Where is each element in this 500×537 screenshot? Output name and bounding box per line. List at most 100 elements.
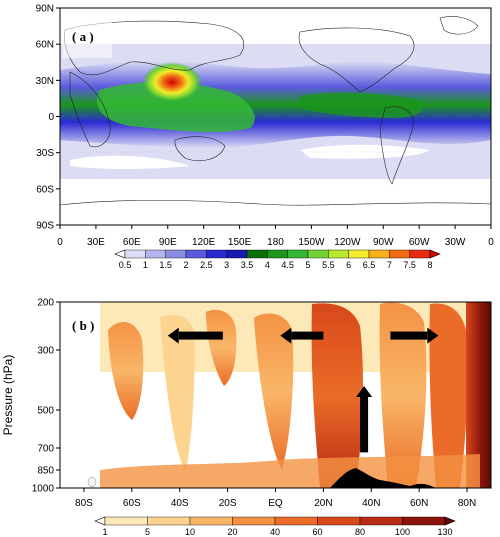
colorbar-a-tick-label: 2 xyxy=(183,260,188,270)
panel-a-x-tick-label: 120W xyxy=(334,237,361,248)
colorbar-a-tick-label: 8 xyxy=(427,260,432,270)
colorbar-b-tick-label: 80 xyxy=(355,527,365,537)
colorbar-a-tick-label: 6 xyxy=(346,260,351,270)
panel-b-y-tick-label: 500 xyxy=(37,406,54,417)
field-column-55n xyxy=(379,302,427,488)
panel-a-x-tick-label: 60E xyxy=(123,237,141,248)
colorbar-a-swatch xyxy=(307,249,329,259)
panel-a-x-tick-label: 120E xyxy=(192,237,216,248)
colorbar-a-swatch xyxy=(348,249,370,259)
colorbar-a: 0.5 1 1.5 2 2.5 3 3.5 4 4.5 5 5.5 6 6.5 7 7.5 8 xyxy=(114,249,441,270)
colorbar-b-swatch xyxy=(104,516,148,526)
colorbar-b-swatch xyxy=(317,516,361,526)
panel-b-label: ( b ) xyxy=(72,318,94,333)
colorbar-b-swatch xyxy=(189,516,233,526)
colorbar-a-swatch xyxy=(145,249,166,259)
wind-arrow-shaft xyxy=(291,331,324,340)
panel-a-y-tick-label: 60S xyxy=(36,184,54,195)
panel-b-y-tick-label: 1000 xyxy=(32,484,55,495)
colorbar-a-swatch xyxy=(185,249,207,259)
colorbar-b-tick-label: 5 xyxy=(145,527,150,537)
panel-a-field xyxy=(60,8,491,225)
panel-b-y-tick-label: 200 xyxy=(37,298,54,309)
panel-a-y-tick-label: 60N xyxy=(36,40,54,51)
colorbar-a-tick-label: 6.5 xyxy=(363,260,376,270)
wind-arrow-head xyxy=(280,327,292,344)
colorbar-b-swatch xyxy=(232,516,276,526)
panel-a-y-tick-label: 30S xyxy=(36,148,54,159)
colorbar-b-swatch xyxy=(402,516,446,526)
panel-a-x-tick-label: 30W xyxy=(445,237,466,248)
panel-a-x-tick-label: 0 xyxy=(488,237,494,248)
panel-b-x-tick-label: EQ xyxy=(268,498,283,509)
colorbar-b-swatch xyxy=(359,516,403,526)
colorbar-a-tick-label: 0.5 xyxy=(119,260,132,270)
colorbar-a-tick-label: 3 xyxy=(224,260,229,270)
field-south-white-2 xyxy=(70,155,190,169)
coastlines xyxy=(60,16,491,206)
colorbar-a-swatch xyxy=(287,249,309,259)
colorbar-b-swatch xyxy=(147,516,191,526)
colorbar-a-swatch xyxy=(409,249,431,259)
panel-a-x-tick-label: 150W xyxy=(298,237,325,248)
colorbar-b-tick-label: 20 xyxy=(227,527,237,537)
colorbar-a-tick-label: 4.5 xyxy=(281,260,294,270)
panel-a-y-ticks: 90N 60N 30N 0 30S 60S 90S xyxy=(36,4,60,232)
field-green-east xyxy=(300,92,424,118)
panel-a-x-tick-label: 90E xyxy=(159,237,177,248)
topography-south xyxy=(87,476,97,488)
field-surface-layer xyxy=(100,454,480,488)
wind-arrow-head xyxy=(356,386,373,397)
colorbar-a-tick-label: 4 xyxy=(265,260,270,270)
panel-b-y-tick-label: 300 xyxy=(37,346,54,357)
panel-a-x-ticks: 0 30E 60E 90E 120E 150E 180 150W 120W 90W 60W 30W 0 xyxy=(57,225,494,248)
panel-a-x-tick-label: 0 xyxy=(57,237,63,248)
panel-a-x-tick-label: 90W xyxy=(373,237,394,248)
colorbar-a-tick-label: 1 xyxy=(143,260,148,270)
colorbar-a-swatch xyxy=(206,249,227,259)
colorbar-a-tick-label: 7 xyxy=(387,260,392,270)
panel-b-y-ticks: 200 300 500 700 850 1000 xyxy=(32,298,60,495)
colorbar-a-swatch xyxy=(368,249,390,259)
panel-a-label: ( a ) xyxy=(72,29,94,44)
panel-a-x-tick-label: 180 xyxy=(267,237,284,248)
field-column-20s xyxy=(206,309,237,386)
panel-a-y-tick-label: 30N xyxy=(36,76,54,87)
field-asia-max xyxy=(142,62,202,102)
panel-b-y-tick-label: 850 xyxy=(37,466,54,477)
panel-b-x-tick-label: 20S xyxy=(219,498,237,509)
panel-a-x-tick-label: 150E xyxy=(228,237,252,248)
colorbar-a-tick-label: 7.5 xyxy=(403,260,416,270)
field-column-eq xyxy=(254,313,294,470)
field-column-30n xyxy=(311,303,363,488)
wind-arrow-shaft xyxy=(390,331,428,340)
colorbar-a-swatch xyxy=(165,249,187,259)
panel-b-x-tick-label: 60S xyxy=(123,498,141,509)
panel-a-x-tick-label: 60W xyxy=(409,237,430,248)
wind-arrow-head xyxy=(427,327,439,344)
colorbar-a-tick-label: 5 xyxy=(305,260,310,270)
colorbar-a-swatch xyxy=(226,249,248,259)
colorbar-b-tick-label: 1 xyxy=(102,527,107,537)
colorbar-b-tick-label: 100 xyxy=(395,527,410,537)
field-green-region xyxy=(96,81,255,132)
colorbar-b-high-triangle xyxy=(444,516,456,526)
colorbar-a-swatch xyxy=(267,249,288,259)
colorbar-a-high-triangle xyxy=(429,249,441,259)
panel-a-y-tick-label: 90N xyxy=(36,4,54,15)
colorbar-a-low-triangle xyxy=(114,249,126,259)
colorbar-a-swatch xyxy=(124,249,146,259)
colorbar-a-tick-label: 5.5 xyxy=(322,260,335,270)
colorbar-b-tick-label: 10 xyxy=(185,527,195,537)
topography xyxy=(330,468,436,488)
colorbar-a-swatch xyxy=(328,249,349,259)
panel-a-label-box xyxy=(62,10,112,58)
panel-b-x-tick-label: 60N xyxy=(410,498,428,509)
colorbar-b-tick-label: 60 xyxy=(312,527,322,537)
wind-arrow-shaft xyxy=(360,397,369,453)
field-column-70n xyxy=(429,303,468,488)
panel-a: ( a ) 90N 60N 30N 0 30S 60S 90S 0 30E 60E 90E 120E… xyxy=(36,4,495,249)
field-column-40s xyxy=(160,314,195,470)
panel-b-field xyxy=(60,302,491,488)
